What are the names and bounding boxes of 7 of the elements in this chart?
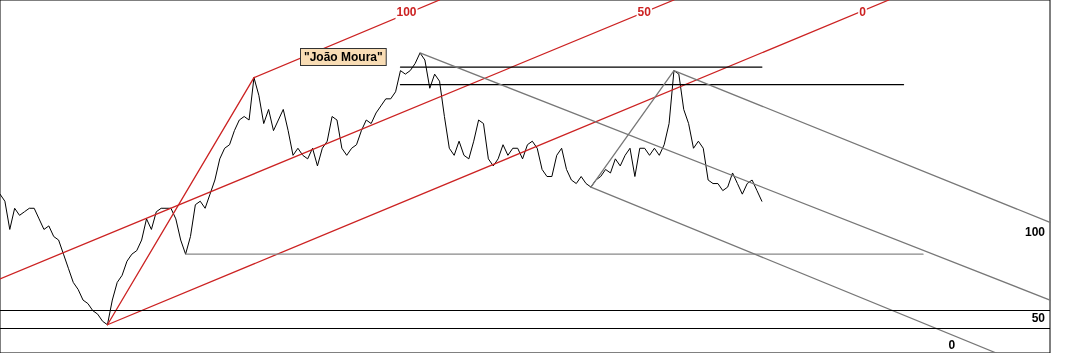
- series-label: 100: [1024, 225, 1046, 240]
- annotation: "João Moura": [304, 50, 383, 64]
- series-label: 0: [948, 338, 956, 352]
- series-label: 50: [1031, 311, 1046, 326]
- series-label: 100: [396, 5, 417, 19]
- series-label: 50: [637, 5, 652, 19]
- series-label: 0: [859, 5, 867, 19]
